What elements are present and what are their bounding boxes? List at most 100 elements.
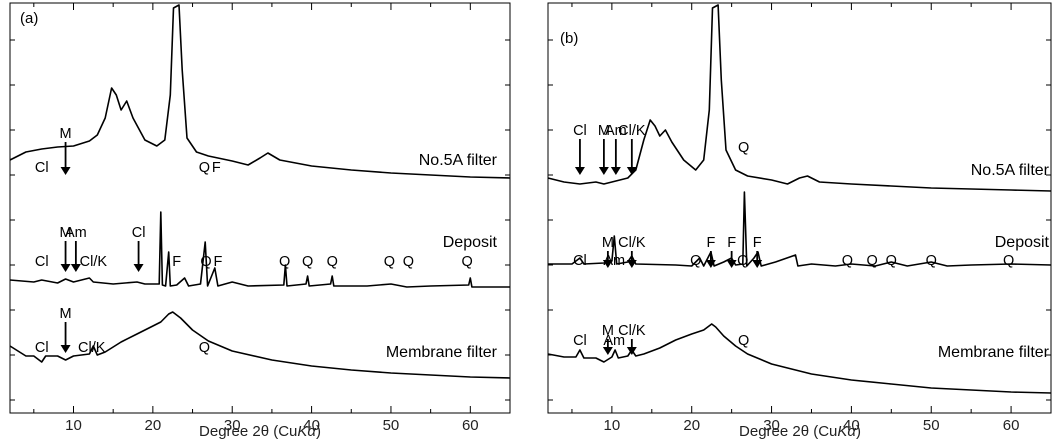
peak-label: Am	[603, 253, 625, 269]
xrd-trace-no-5a-filter	[9, 4, 511, 179]
peak-label: Q	[886, 253, 897, 269]
peak-label: Q	[842, 253, 853, 269]
x-tick-label: 40	[843, 417, 860, 434]
peak-label: Q	[200, 254, 211, 270]
peak-label: F	[706, 235, 715, 251]
peak-label: Am	[605, 123, 627, 139]
peak-label: Cl/K	[618, 123, 646, 139]
peak-label: Cl/K	[618, 235, 646, 251]
xrd-trace-no-5a-filter	[547, 4, 1052, 192]
x-tick-label: 60	[1003, 417, 1020, 434]
peak-label: Q	[738, 140, 749, 156]
series-label-b-membrane: Membrane filter	[938, 344, 1050, 361]
peak-label: F	[212, 160, 221, 176]
x-tick-label: 10	[604, 417, 621, 434]
x-tick-label: 10	[65, 417, 82, 434]
x-tick-label: 30	[763, 417, 780, 434]
peak-label: Q	[403, 254, 414, 270]
peak-label: Q	[199, 160, 210, 176]
series-label-a-no5a: No.5A filter	[419, 152, 498, 169]
panel-a-traces	[9, 4, 511, 379]
peak-label: Q	[926, 253, 937, 269]
x-tick-label: 20	[683, 417, 700, 434]
panel-a-label: (a)	[20, 10, 38, 27]
peak-label: Q	[302, 254, 313, 270]
peak-label: Cl	[35, 340, 49, 356]
panel-b-label: (b)	[560, 30, 578, 47]
peak-label: M	[60, 126, 72, 142]
peak-label: M	[602, 323, 614, 339]
panel-a-x-axis-label: Degree 2θ (CuKα)	[199, 423, 321, 440]
peak-label: M	[60, 306, 72, 322]
peak-label: Cl	[132, 225, 146, 241]
peak-arrowhead	[626, 347, 637, 355]
peak-arrowhead	[602, 260, 613, 268]
peak-label: Cl	[35, 160, 49, 176]
peak-label: Q	[462, 254, 473, 270]
x-tick-label: 20	[145, 417, 162, 434]
peak-label: Cl/K	[618, 323, 646, 339]
peak-arrowhead	[60, 345, 71, 353]
peak-label: Q	[867, 253, 878, 269]
peak-label: Cl	[573, 123, 587, 139]
peak-arrowhead	[60, 264, 71, 272]
peak-label: Q	[738, 333, 749, 349]
series-label-b-deposit: Deposit	[995, 234, 1050, 251]
panel-b-frame	[547, 2, 1052, 414]
peak-arrowhead	[70, 264, 81, 272]
peak-label: Cl	[573, 253, 587, 269]
peak-label: F	[727, 235, 736, 251]
peak-arrowhead	[626, 167, 637, 175]
x-tick-label: 40	[303, 417, 320, 434]
peak-label: M	[598, 123, 610, 139]
peak-label: Q	[1003, 253, 1014, 269]
peak-label: Q	[279, 254, 290, 270]
xrd-trace-deposit	[548, 191, 1052, 267]
peak-label: Am	[603, 333, 625, 349]
peak-label: M	[60, 225, 72, 241]
xrd-trace-membrane-filter	[9, 311, 511, 379]
peak-label: Q	[199, 340, 210, 356]
peak-label: F	[214, 254, 223, 270]
x-tick-label: 50	[383, 417, 400, 434]
xrd-trace-membrane-filter	[547, 323, 1052, 394]
peak-label: Cl/K	[78, 340, 106, 356]
peak-arrowhead	[574, 167, 585, 175]
peak-label: Q	[384, 254, 395, 270]
panel-a-x-ticks: 10 20 30 40 50 60	[10, 3, 511, 434]
peak-arrowhead	[610, 167, 621, 175]
peak-label: F	[172, 254, 181, 270]
peak-arrowhead	[626, 260, 637, 268]
peak-label: Cl	[573, 333, 587, 349]
peak-label: Q	[690, 253, 701, 269]
x-tick-label: 60	[462, 417, 479, 434]
peak-arrowhead	[752, 260, 763, 268]
peak-label: Cl	[35, 254, 49, 270]
peak-label: M	[602, 235, 614, 251]
peak-arrowhead	[726, 260, 737, 268]
series-label-a-membrane: Membrane filter	[386, 344, 498, 361]
xrd-trace-deposit	[9, 211, 510, 288]
peak-arrowhead	[60, 167, 71, 175]
peak-label: F	[753, 235, 762, 251]
peak-label: Q	[737, 253, 748, 269]
peak-label: Cl/K	[80, 254, 108, 270]
peak-arrowhead	[602, 347, 613, 355]
series-label-b-no5a: No.5A filter	[971, 162, 1050, 179]
peak-label: Q	[327, 254, 338, 270]
panel-b-traces	[547, 4, 1052, 394]
peak-arrowhead	[133, 264, 144, 272]
panel-b-x-axis-label: Degree 2θ (CuKα)	[739, 423, 861, 440]
x-tick-label: 50	[923, 417, 940, 434]
series-label-a-deposit: Deposit	[443, 234, 498, 251]
panel-a-frame	[9, 2, 511, 414]
peak-arrowhead	[705, 260, 716, 268]
x-tick-label: 30	[224, 417, 241, 434]
peak-arrowhead	[598, 167, 609, 175]
panel-b-x-ticks: 10 20 30 40 50 60	[548, 3, 1052, 434]
